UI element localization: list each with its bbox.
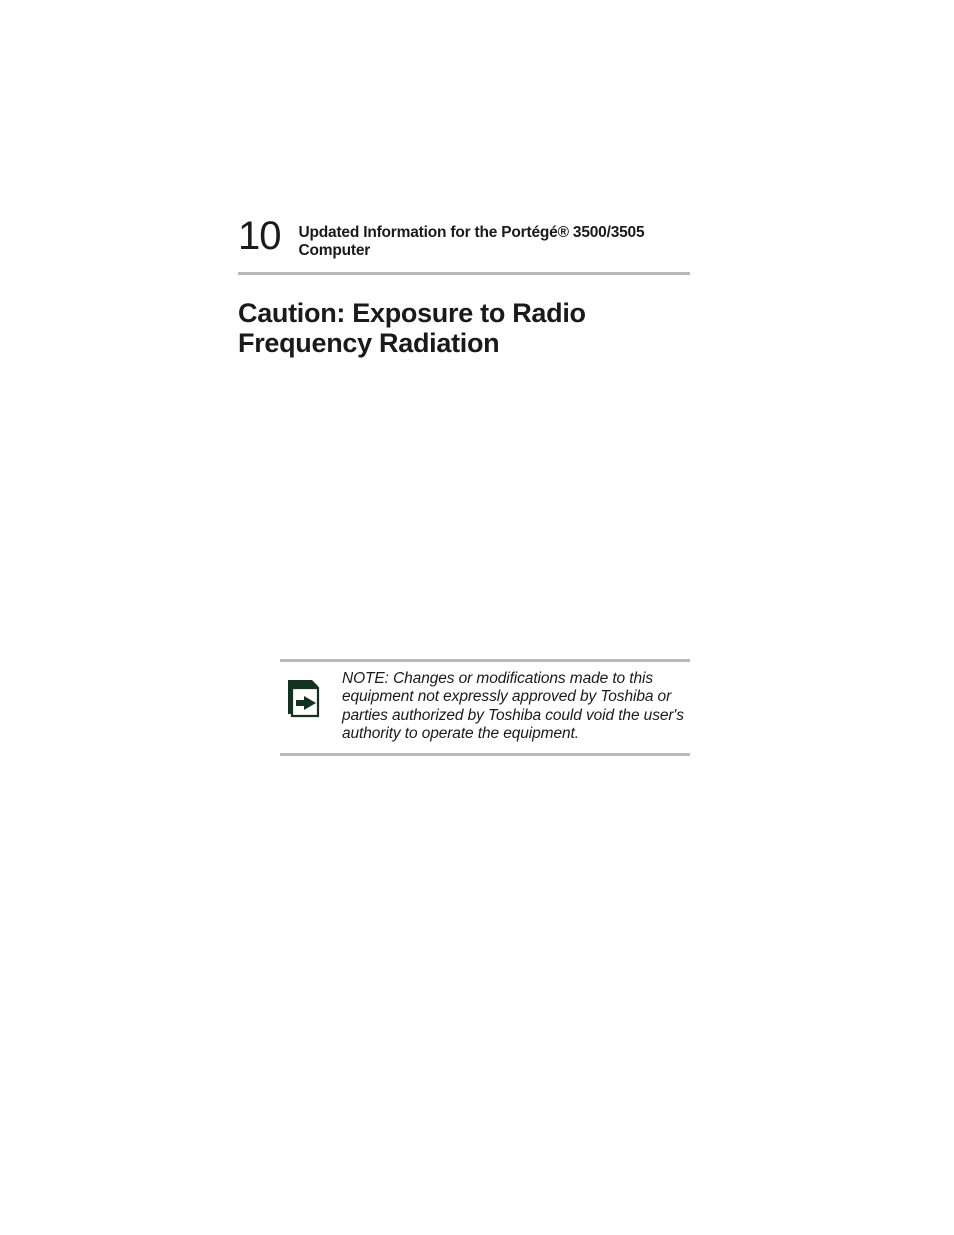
note-block: NOTE: Changes or modifications made to t… <box>280 659 690 756</box>
header-rule <box>238 272 690 275</box>
note-text: NOTE: Changes or modifications made to t… <box>342 670 690 743</box>
running-title: Updated Information for the Portégé® 350… <box>299 222 691 260</box>
note-body: NOTE: Changes or modifications made to t… <box>280 662 690 753</box>
document-page: 10 Updated Information for the Portégé® … <box>0 0 954 1235</box>
page-header: 10 Updated Information for the Portégé® … <box>238 222 690 262</box>
note-hand-icon <box>282 674 326 718</box>
note-rule-bottom <box>280 753 690 756</box>
page-number: 10 <box>238 216 281 256</box>
section-heading: Caution: Exposure to Radio Frequency Rad… <box>238 299 690 358</box>
